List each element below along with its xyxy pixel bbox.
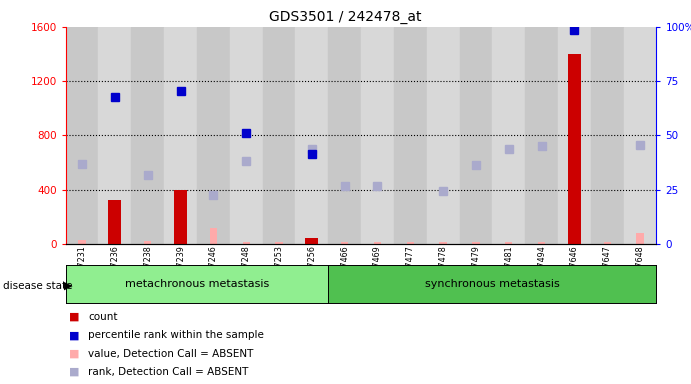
Bar <box>439 242 446 244</box>
Text: value, Detection Call = ABSENT: value, Detection Call = ABSENT <box>88 349 254 359</box>
Text: synchronous metastasis: synchronous metastasis <box>425 279 560 289</box>
Bar <box>361 27 394 244</box>
Bar <box>538 242 545 244</box>
Bar <box>111 242 118 244</box>
Text: GDS3501 / 242478_at: GDS3501 / 242478_at <box>269 10 422 23</box>
Bar <box>243 242 249 244</box>
Bar <box>525 27 558 244</box>
Bar <box>505 242 512 244</box>
Bar <box>66 27 98 244</box>
Text: disease state: disease state <box>3 281 73 291</box>
Text: ■: ■ <box>69 330 79 340</box>
Text: ▶: ▶ <box>64 281 72 291</box>
Bar <box>79 240 86 244</box>
Bar <box>473 242 480 244</box>
Text: count: count <box>88 312 118 322</box>
Text: metachronous metastasis: metachronous metastasis <box>125 279 269 289</box>
Text: percentile rank within the sample: percentile rank within the sample <box>88 330 265 340</box>
Bar <box>98 27 131 244</box>
Bar <box>394 27 426 244</box>
Bar <box>407 242 414 244</box>
Bar <box>604 242 611 244</box>
Bar <box>174 190 187 244</box>
Bar <box>492 27 525 244</box>
Bar <box>295 27 328 244</box>
Bar <box>328 27 361 244</box>
Bar <box>591 27 623 244</box>
Bar <box>636 233 643 244</box>
Bar <box>263 27 295 244</box>
Bar <box>558 27 591 244</box>
Text: ■: ■ <box>69 367 79 377</box>
Bar <box>341 242 348 244</box>
Bar <box>229 27 263 244</box>
Bar <box>460 27 492 244</box>
Bar <box>131 27 164 244</box>
Bar <box>374 242 381 244</box>
Bar <box>177 242 184 244</box>
Bar <box>197 27 229 244</box>
Bar <box>305 238 319 244</box>
Bar <box>210 228 217 244</box>
Bar <box>108 200 122 244</box>
Bar <box>144 241 151 244</box>
Bar <box>276 242 283 244</box>
Text: rank, Detection Call = ABSENT: rank, Detection Call = ABSENT <box>88 367 249 377</box>
Bar <box>623 27 656 244</box>
Text: ■: ■ <box>69 349 79 359</box>
Bar <box>568 54 581 244</box>
Bar <box>164 27 197 244</box>
Bar <box>426 27 460 244</box>
Text: ■: ■ <box>69 312 79 322</box>
